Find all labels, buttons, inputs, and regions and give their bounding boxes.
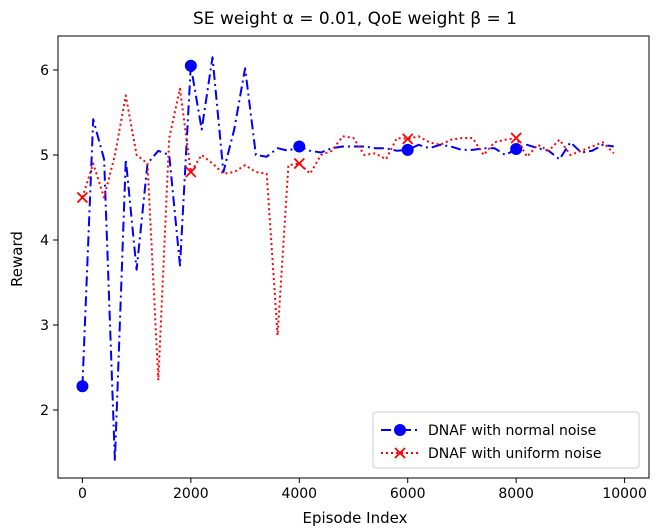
x-tick-label: 2000: [173, 486, 209, 502]
y-tick-label: 3: [40, 318, 49, 334]
y-tick-label: 5: [40, 148, 49, 164]
legend-label-1: DNAF with normal noise: [428, 423, 596, 439]
data-point-series-1: [76, 380, 89, 393]
legend-marker-1: [394, 424, 406, 436]
data-point-series-1: [401, 143, 414, 156]
y-tick-label: 6: [40, 63, 49, 79]
chart-title: SE weight α = 0.01, QoE weight β = 1: [193, 9, 517, 29]
legend-marker-2: [394, 447, 406, 459]
x-axis-label: Episode Index: [303, 509, 408, 527]
y-axis-label: Reward: [8, 231, 26, 287]
series-line-2: [81, 87, 615, 382]
x-tick-label: 10000: [602, 486, 647, 502]
x-tick-label: 4000: [281, 486, 317, 502]
data-point-series-2: [185, 166, 197, 178]
data-point-series-2: [402, 133, 414, 145]
series-line-1: [81, 56, 614, 462]
x-tick-label: 0: [78, 486, 87, 502]
legend-box: [372, 411, 640, 469]
x-tick-label: 8000: [498, 486, 534, 502]
x-tick-label: 6000: [390, 486, 426, 502]
axes-layer: 0 2000 4000 6000 8000 10000 2 3 4 5 6: [40, 35, 650, 502]
legend-label-2: DNAF with uniform noise: [428, 446, 601, 462]
series-layer: [76, 56, 615, 462]
data-point-series-1: [184, 59, 197, 72]
plot-frame: [57, 35, 650, 479]
data-point-series-2: [76, 191, 89, 204]
legend: DNAF with normal noise DNAF with uniform …: [372, 411, 640, 469]
data-point-series-1: [510, 143, 523, 156]
data-point-series-2: [293, 157, 305, 170]
data-point-series-2: [510, 132, 522, 144]
y-tick-label: 2: [40, 403, 49, 419]
data-point-series-1: [293, 140, 306, 153]
y-tick-label: 4: [40, 233, 49, 249]
